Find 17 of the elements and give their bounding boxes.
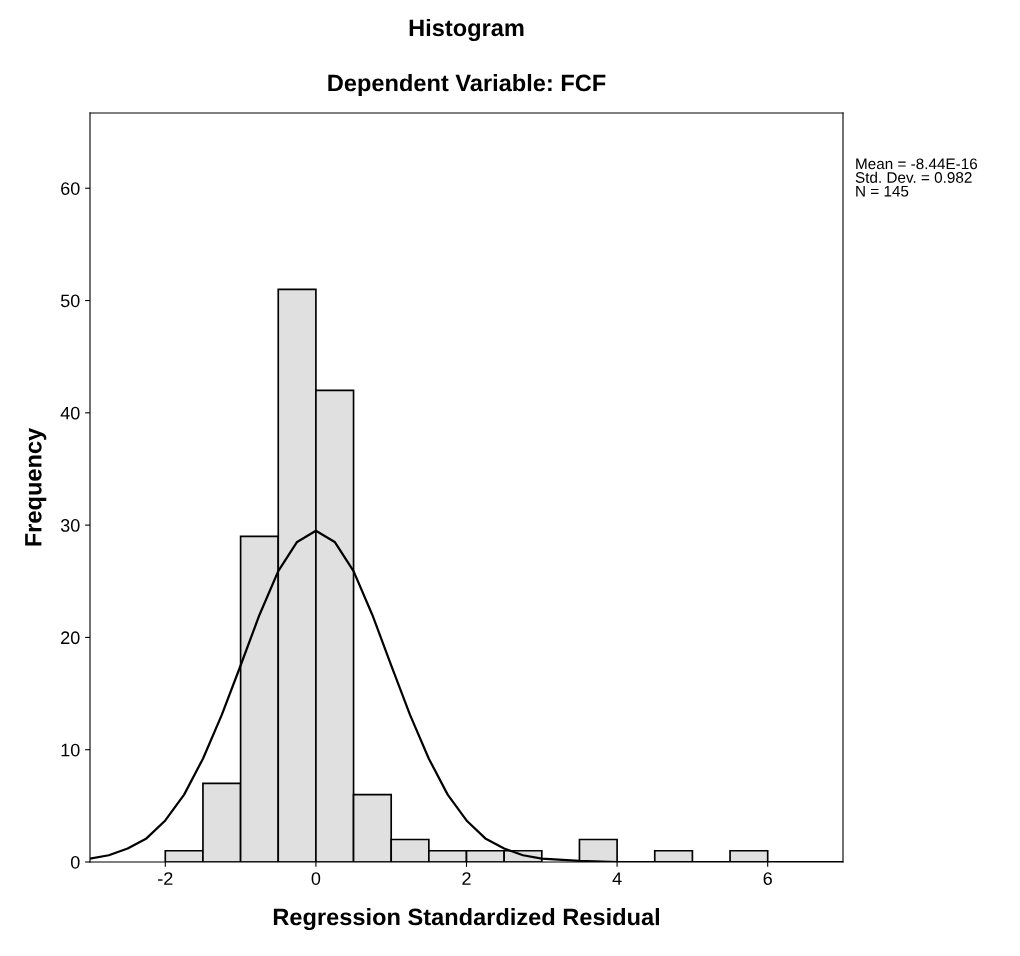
x-tick-label: 6	[763, 872, 772, 885]
y-tick-label: 0	[70, 855, 80, 869]
x-tick-label: 4	[612, 872, 622, 885]
chart-title: Histogram	[409, 18, 524, 42]
y-axis-title: Frequency	[25, 427, 47, 546]
x-tick-label: 0	[311, 872, 321, 885]
y-tick-label: 20	[61, 631, 80, 645]
y-tick-label: 50	[60, 294, 80, 308]
y-tick-label: 10	[61, 743, 80, 757]
y-tick-label: 40	[60, 406, 80, 420]
x-tick-label: 2	[462, 872, 471, 885]
x-tick-label: -2	[158, 872, 173, 885]
chart-subtitle: Dependent Variable: FCF	[328, 74, 606, 97]
y-tick-label: 60	[61, 182, 80, 195]
x-axis-title: Regression Standardized Residual	[273, 908, 660, 931]
text: Mean = -8.44E-16 Std. Dev. = 0.982 N = 145	[855, 158, 978, 197]
y-tick-label: 30	[60, 519, 80, 532]
